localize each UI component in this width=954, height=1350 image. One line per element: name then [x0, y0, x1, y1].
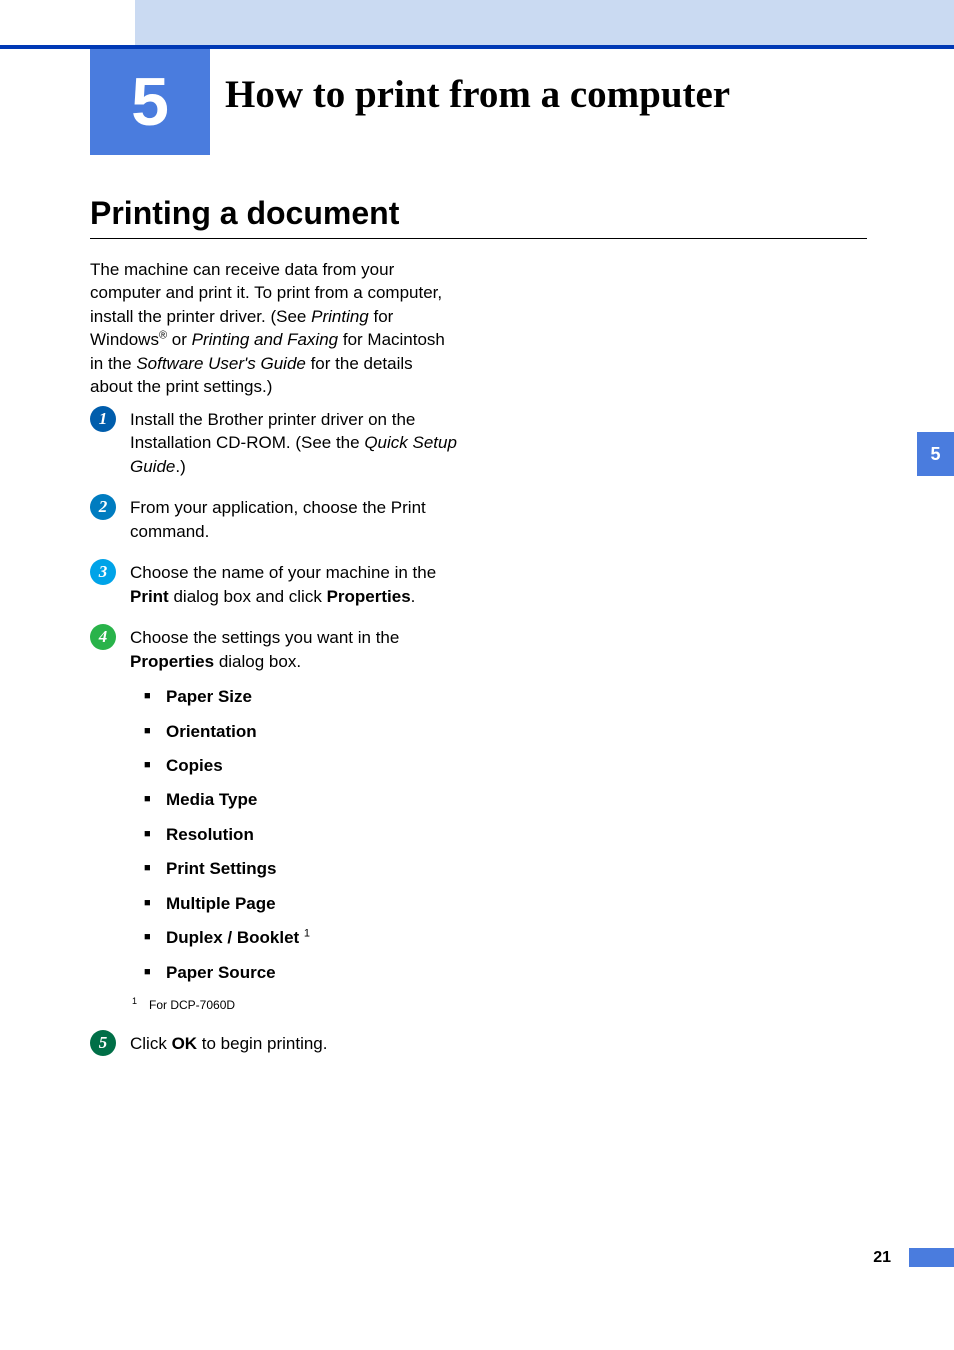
settings-list: Paper Size Orientation Copies Media Type… [130, 685, 458, 984]
step-3: 3 Choose the name of your machine in the… [90, 561, 458, 608]
step-5: 5 Click OK to begin printing. [90, 1032, 458, 1056]
section-underline [90, 238, 867, 239]
footnote-text: For DCP-7060D [149, 998, 235, 1012]
intro-italic-faxing: Printing and Faxing [192, 330, 338, 349]
footnote: 1 For DCP-7060D [130, 995, 458, 1014]
steps-list: 1 Install the Brother printer driver on … [90, 408, 458, 1074]
intro-italic-guide: Software User's Guide [136, 354, 306, 373]
page-number: 21 [873, 1249, 891, 1267]
step-bullet-icon: 2 [90, 494, 116, 520]
step-2: 2 From your application, choose the Prin… [90, 496, 458, 543]
header-bar [135, 0, 954, 45]
step-text: Choose the name of your machine in the P… [130, 561, 458, 608]
setting-item: Media Type [144, 788, 458, 811]
registered-mark: ® [159, 330, 167, 342]
step-text: Choose the settings you want in the Prop… [130, 626, 458, 1014]
step-bullet-icon: 5 [90, 1030, 116, 1056]
setting-item: Orientation [144, 720, 458, 743]
step-bullet-icon: 3 [90, 559, 116, 585]
step-text: Install the Brother printer driver on th… [130, 408, 458, 478]
setting-label: Duplex / Booklet [166, 928, 299, 947]
step-text-part: dialog box. [214, 652, 301, 671]
setting-item: Duplex / Booklet 1 [144, 926, 458, 949]
step-text-part: Choose the name of your machine in the [130, 563, 436, 582]
section-title: Printing a document [90, 195, 399, 232]
setting-item: Paper Size [144, 685, 458, 708]
step-text-bold: Properties [327, 587, 411, 606]
step-4: 4 Choose the settings you want in the Pr… [90, 626, 458, 1014]
step-text-part: to begin printing. [197, 1034, 327, 1053]
step-text-part: Click [130, 1034, 172, 1053]
step-text-part: .) [175, 457, 185, 476]
chapter-title: How to print from a computer [225, 72, 730, 117]
footnote-num: 1 [132, 996, 137, 1006]
setting-item: Resolution [144, 823, 458, 846]
step-text-part: . [411, 587, 416, 606]
step-text: From your application, choose the Print … [130, 496, 458, 543]
chapter-number: 5 [131, 63, 169, 141]
setting-item: Print Settings [144, 857, 458, 880]
step-text: Click OK to begin printing. [130, 1032, 458, 1055]
step-bullet-icon: 4 [90, 624, 116, 650]
intro-text: or [167, 330, 192, 349]
page-marker [909, 1248, 954, 1267]
step-1: 1 Install the Brother printer driver on … [90, 408, 458, 478]
setting-item: Multiple Page [144, 892, 458, 915]
setting-sup: 1 [304, 928, 310, 940]
intro-paragraph: The machine can receive data from your c… [90, 258, 458, 399]
step-text-bold: Print [130, 587, 169, 606]
step-bullet-icon: 1 [90, 406, 116, 432]
step-text-bold: Properties [130, 652, 214, 671]
setting-item: Copies [144, 754, 458, 777]
intro-italic-printing: Printing [311, 307, 369, 326]
step-text-part: Choose the settings you want in the [130, 628, 399, 647]
step-text-part: dialog box and click [169, 587, 327, 606]
setting-item: Paper Source [144, 961, 458, 984]
step-text-bold: OK [172, 1034, 198, 1053]
side-tab: 5 [917, 432, 954, 476]
chapter-number-box: 5 [90, 49, 210, 155]
